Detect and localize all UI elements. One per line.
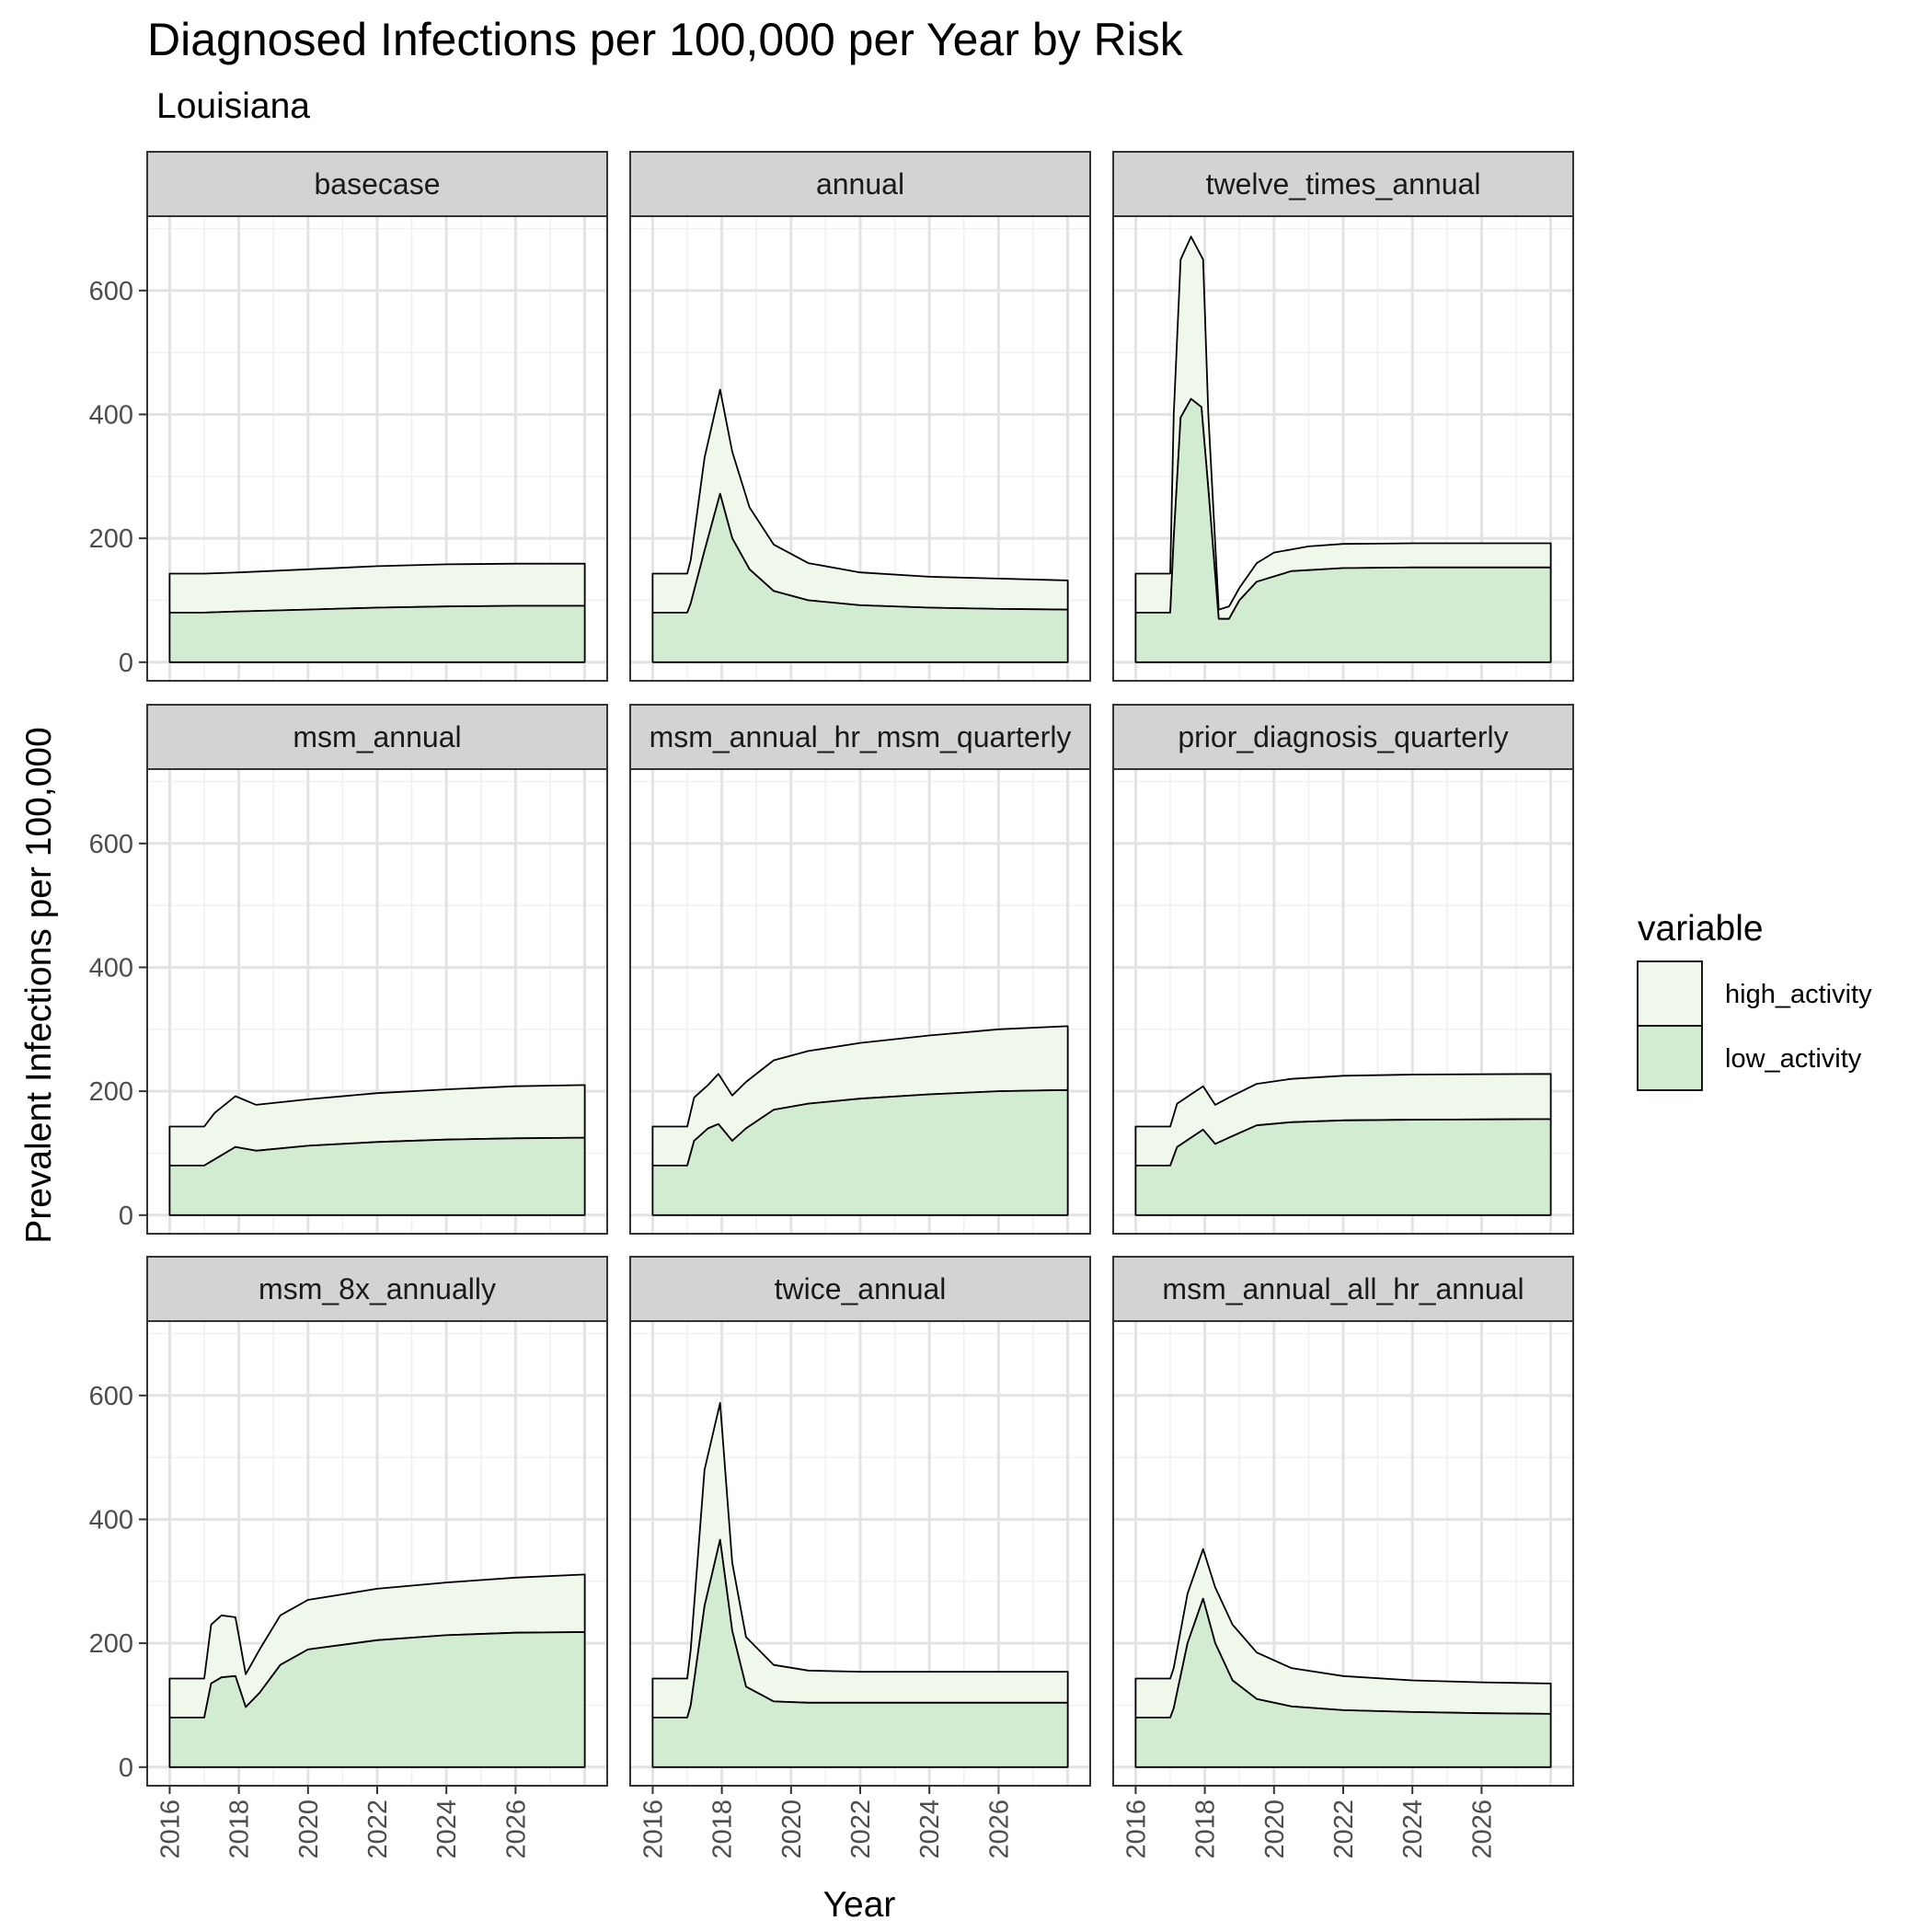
area-low-activity bbox=[1134, 1118, 1552, 1216]
facet-strip bbox=[629, 1256, 1091, 1322]
facet-strip-label: prior_diagnosis_quarterly bbox=[1178, 720, 1508, 753]
facet-panel: msm_annual_all_hr_annual 2016 2018 2020 2022… bbox=[1112, 1256, 1574, 1859]
facet-panel: twice_annual 2016 2018 2020 2022 2024 2026 bbox=[629, 1256, 1091, 1859]
facet-strip bbox=[1112, 151, 1574, 217]
facet-strip-label: msm_annual_hr_msm_quarterly bbox=[650, 720, 1072, 753]
legend-key bbox=[1637, 960, 1703, 1027]
x-axis-title: Year bbox=[823, 1885, 896, 1925]
facet-panel: prior_diagnosis_quarterly bbox=[1112, 704, 1574, 1235]
x-tick-label: 2018 bbox=[1191, 1800, 1221, 1859]
facet-strip-label: twice_annual bbox=[775, 1272, 947, 1305]
area-low-activity bbox=[651, 1088, 1069, 1216]
legend-label: low_activity bbox=[1725, 1044, 1862, 1074]
area-low-activity bbox=[1134, 397, 1552, 663]
legend-title: variable bbox=[1638, 909, 1764, 949]
facet-strip bbox=[629, 704, 1091, 770]
y-tick-label: 600 bbox=[89, 277, 133, 306]
y-tick-label: 0 bbox=[119, 1202, 133, 1231]
facet-strip-label: annual bbox=[816, 167, 904, 201]
facet-strip-label: twelve_times_annual bbox=[1206, 167, 1481, 201]
facet-strip bbox=[1112, 704, 1574, 770]
x-tick-label: 2026 bbox=[984, 1800, 1014, 1859]
facet-panel: annual bbox=[629, 151, 1091, 682]
y-tick-label: 600 bbox=[89, 830, 133, 859]
x-tick-label: 2016 bbox=[155, 1800, 185, 1859]
x-tick-label: 2016 bbox=[638, 1800, 668, 1859]
facet-panels: basecase 0 200 400 600 annual twelve_times_ann… bbox=[89, 151, 1574, 1859]
x-tick-label: 2020 bbox=[1260, 1800, 1290, 1859]
x-tick-label: 2018 bbox=[708, 1800, 738, 1859]
x-tick-label: 2024 bbox=[432, 1800, 462, 1859]
facet-strip bbox=[1112, 1256, 1574, 1322]
facet-strip-label: msm_8x_annually bbox=[259, 1272, 496, 1305]
area-low-activity bbox=[651, 492, 1069, 663]
facet-strip-label: msm_annual bbox=[293, 720, 461, 753]
area-low-activity bbox=[651, 1538, 1069, 1768]
area-low-activity bbox=[1134, 1597, 1552, 1768]
y-tick-label: 200 bbox=[89, 1629, 133, 1659]
y-tick-label: 400 bbox=[89, 953, 133, 983]
facet-strip-label: msm_annual_all_hr_annual bbox=[1162, 1272, 1524, 1305]
x-tick-label: 2026 bbox=[501, 1800, 531, 1859]
legend-key bbox=[1637, 1025, 1703, 1091]
legend-label: high_activity bbox=[1725, 980, 1872, 1009]
x-tick-label: 2022 bbox=[363, 1800, 393, 1859]
facet-strip bbox=[629, 151, 1091, 217]
x-tick-label: 2024 bbox=[915, 1800, 945, 1859]
facet-panel: msm_annual 0 200 400 600 bbox=[89, 704, 608, 1235]
y-tick-label: 600 bbox=[89, 1382, 133, 1411]
x-tick-label: 2026 bbox=[1467, 1800, 1497, 1859]
facet-panel: twelve_times_annual bbox=[1112, 151, 1574, 682]
x-tick-label: 2020 bbox=[777, 1800, 807, 1859]
y-axis-title: Prevalent Infections per 100,000 bbox=[19, 727, 59, 1244]
y-tick-label: 0 bbox=[119, 649, 133, 678]
facet-strip bbox=[146, 1256, 608, 1322]
x-tick-label: 2018 bbox=[225, 1800, 255, 1859]
area-low-activity bbox=[168, 604, 586, 663]
facet-panel: msm_annual_hr_msm_quarterly bbox=[629, 704, 1091, 1235]
y-tick-label: 200 bbox=[89, 524, 133, 554]
y-tick-label: 0 bbox=[119, 1754, 133, 1783]
x-tick-label: 2024 bbox=[1398, 1800, 1428, 1859]
y-tick-label: 400 bbox=[89, 1505, 133, 1535]
x-tick-label: 2020 bbox=[294, 1800, 324, 1859]
facet-panel: basecase 0 200 400 600 bbox=[89, 151, 608, 682]
facet-strip-label: basecase bbox=[315, 167, 441, 201]
x-tick-label: 2016 bbox=[1121, 1800, 1151, 1859]
x-tick-label: 2022 bbox=[1329, 1800, 1359, 1859]
y-tick-label: 400 bbox=[89, 400, 133, 430]
facet-panel: msm_8x_annually 0 200 400 600 2016 2018 2020 202… bbox=[89, 1256, 608, 1859]
area-low-activity bbox=[168, 1136, 586, 1216]
chart-title: Diagnosed Infections per 100,000 per Yea… bbox=[147, 14, 1184, 65]
legend: variable high_activity low_activity bbox=[1637, 909, 1872, 1091]
facet-strip bbox=[146, 151, 608, 217]
chart-subtitle: Louisiana bbox=[156, 86, 310, 126]
y-tick-label: 200 bbox=[89, 1077, 133, 1107]
x-tick-label: 2022 bbox=[846, 1800, 876, 1859]
area-low-activity bbox=[168, 1631, 586, 1768]
facet-strip bbox=[146, 704, 608, 770]
